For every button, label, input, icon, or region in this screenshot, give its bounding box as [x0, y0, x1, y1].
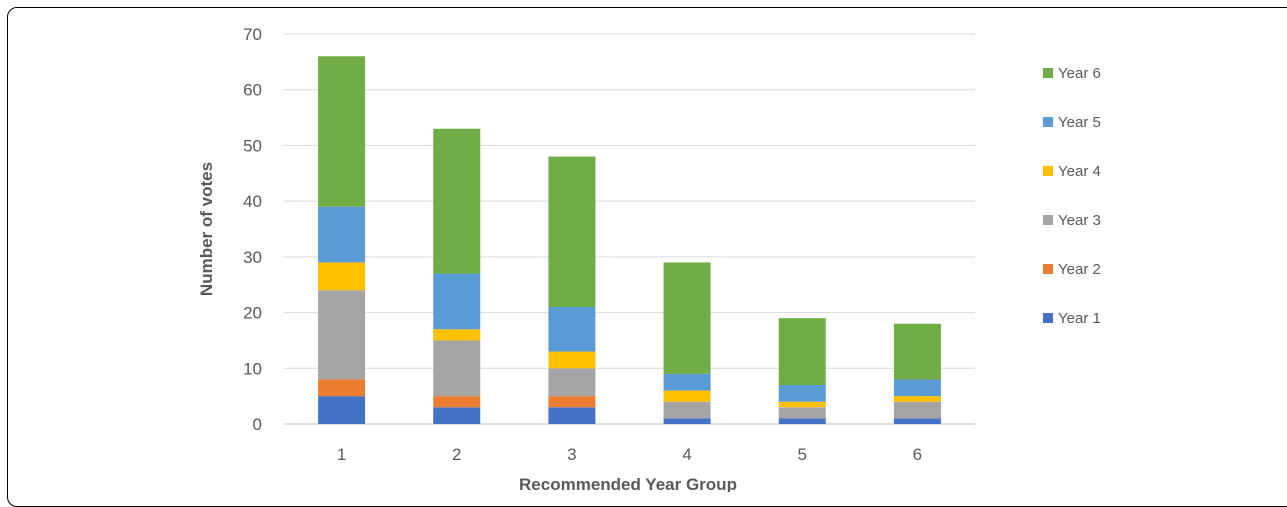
bar-segment-year-5: [548, 307, 596, 352]
bar-segment-year-2: [548, 396, 596, 408]
legend-swatch: [1043, 117, 1053, 127]
y-tick-label: 50: [243, 136, 262, 155]
y-axis-label: Number of votes: [197, 162, 216, 296]
bar-segment-year-1: [548, 407, 596, 424]
x-tick-label: 6: [913, 445, 922, 464]
bar-segment-year-1: [778, 418, 826, 424]
bar-segment-year-1: [318, 396, 366, 424]
legend-label: Year 2: [1058, 261, 1101, 278]
legend-swatch: [1043, 166, 1053, 176]
bar-segment-year-3: [318, 290, 366, 380]
y-tick-label: 40: [243, 192, 262, 211]
bar-segment-year-6: [893, 323, 941, 380]
bar-segment-year-3: [778, 407, 826, 419]
legend-label: Year 6: [1058, 65, 1101, 82]
bar-segment-year-3: [548, 368, 596, 397]
bar-segment-year-1: [663, 418, 711, 424]
bar-segment-year-4: [778, 401, 826, 408]
stacked-bar-chart: 0 10 20 30 40 50 60 70 1 2 3 4 5 6 Recommended Year …: [197, 25, 1101, 492]
bar-segment-year-6: [663, 262, 711, 374]
bar-segment-year-3: [433, 340, 481, 397]
y-tick-label: 10: [243, 359, 262, 378]
bar-segment-year-4: [433, 329, 481, 341]
bar-segment-year-4: [893, 396, 941, 402]
bar-segment-year-2: [318, 379, 366, 397]
y-tick-label: 60: [243, 81, 262, 100]
legend-label: Year 3: [1058, 212, 1101, 229]
bar-segment-year-4: [548, 351, 596, 369]
bar-segment-year-4: [663, 390, 711, 402]
bar-segment-year-1: [893, 418, 941, 424]
bar-segment-year-1: [433, 407, 481, 424]
bar-segment-year-5: [663, 373, 711, 391]
x-axis-label: Recommended Year Group: [519, 475, 737, 492]
legend-label: Year 5: [1058, 114, 1101, 131]
bar-segment-year-5: [778, 385, 826, 402]
bar-segment-year-3: [893, 401, 941, 419]
x-tick-label: 5: [798, 445, 807, 464]
legend-swatch: [1043, 313, 1053, 323]
y-tick-label: 20: [243, 304, 262, 323]
bar-segment-year-3: [663, 401, 711, 419]
bar-segment-year-5: [893, 379, 941, 397]
legend-swatch: [1043, 215, 1053, 225]
legend-label: Year 1: [1058, 310, 1101, 327]
legend: Year 6 Year 5 Year 4 Year 3 Year 2 Year 1: [1043, 65, 1101, 327]
gridlines: [284, 33, 975, 425]
x-tick-label: 2: [452, 445, 461, 464]
x-tick-labels: 1 2 3 4 5 6: [337, 445, 922, 464]
bar-segment-year-6: [433, 128, 481, 274]
y-tick-label: 30: [243, 248, 262, 267]
bar-segment-year-6: [778, 318, 826, 385]
bar-segment-year-5: [318, 206, 366, 263]
bar-segment-year-2: [433, 396, 481, 408]
x-tick-label: 4: [682, 445, 691, 464]
legend-swatch: [1043, 264, 1053, 274]
y-tick-label: 0: [253, 415, 262, 434]
y-tick-label: 70: [243, 25, 262, 44]
x-tick-label: 1: [337, 445, 346, 464]
legend-swatch: [1043, 68, 1053, 78]
x-tick-label: 3: [567, 445, 576, 464]
legend-label: Year 4: [1058, 163, 1101, 180]
y-tick-labels: 0 10 20 30 40 50 60 70: [243, 25, 262, 434]
bar-segment-year-6: [548, 156, 596, 307]
bar-segment-year-4: [318, 262, 366, 291]
bar-segment-year-6: [318, 56, 366, 207]
bar-segment-year-5: [433, 273, 481, 330]
bars: [318, 56, 941, 424]
